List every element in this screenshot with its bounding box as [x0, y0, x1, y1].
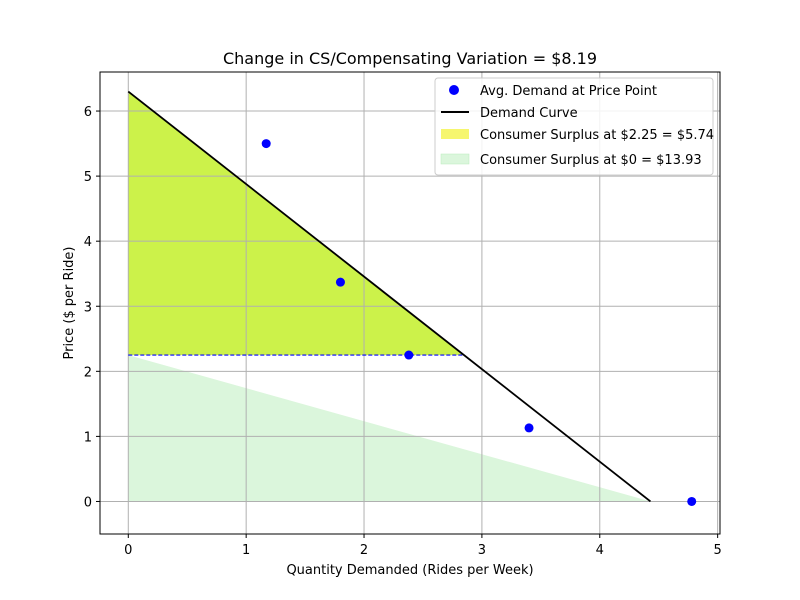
legend-surplus-1-label: Consumer Surplus at $2.25 = $5.74: [480, 128, 714, 143]
x-tick-label-3: 3: [478, 543, 486, 558]
y-axis-label: Price ($ per Ride): [62, 246, 77, 359]
x-tick-label-4: 4: [596, 543, 604, 558]
x-tick-label-0: 0: [124, 543, 132, 558]
legend-surplus-2-swatch: [440, 153, 470, 165]
y-tick-label-5: 5: [84, 170, 92, 185]
x-axis-label: Quantity Demanded (Rides per Week): [286, 563, 533, 578]
demand-point-3: [404, 350, 414, 360]
y-tick-label-3: 3: [84, 300, 92, 315]
legend-box: [434, 77, 714, 176]
demand-point-2: [335, 277, 345, 287]
x-tick-label-5: 5: [714, 543, 722, 558]
legend-scatter-marker: [449, 85, 459, 95]
demand-point-5: [687, 496, 697, 506]
y-tick-label-0: 0: [84, 495, 92, 510]
axes-frame: [99, 71, 721, 535]
legend-demand-label: Demand Curve: [480, 106, 578, 121]
x-tick-label-1: 1: [242, 543, 250, 558]
y-tick-label-6: 6: [84, 105, 92, 120]
y-tick-label-1: 1: [84, 430, 92, 445]
demand-curve-line: [127, 90, 652, 503]
legend-surplus-1-swatch: [441, 129, 469, 139]
surplus-region-2: [128, 355, 651, 502]
legend-surplus-2-label: Consumer Surplus at $0 = $13.93: [480, 153, 702, 168]
legend: Avg. Demand at Price Point Demand Curve …: [434, 77, 714, 176]
chart-title: Change in CS/Compensating Variation = $8…: [223, 49, 597, 68]
y-tick-label-4: 4: [84, 235, 92, 250]
y-tick-label-2: 2: [84, 365, 92, 380]
x-tick-label-2: 2: [360, 543, 368, 558]
demand-point-4: [524, 423, 534, 433]
legend-scatter-label: Avg. Demand at Price Point: [480, 84, 657, 99]
demand-point-1: [261, 139, 271, 149]
